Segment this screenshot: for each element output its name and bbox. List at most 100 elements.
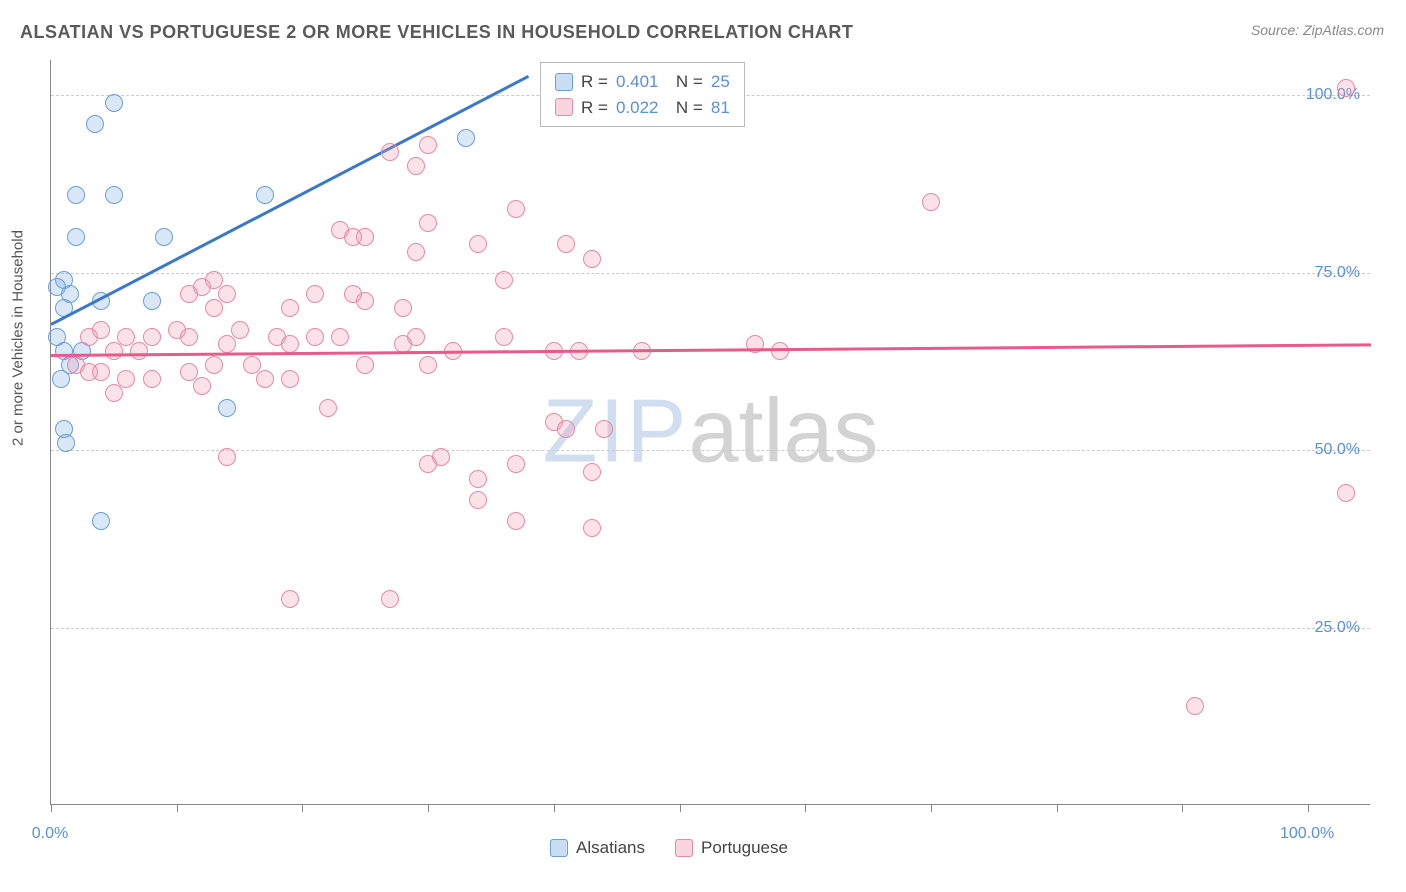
- scatter-point: [105, 384, 123, 402]
- scatter-point: [394, 299, 412, 317]
- scatter-point: [1337, 484, 1355, 502]
- scatter-point: [1337, 79, 1355, 97]
- scatter-point: [507, 455, 525, 473]
- x-tick: [554, 804, 555, 812]
- scatter-point: [281, 299, 299, 317]
- legend-swatch: [555, 98, 573, 116]
- legend-r-value: 0.401: [616, 69, 659, 95]
- scatter-point: [205, 356, 223, 374]
- gridline: [51, 273, 1370, 274]
- scatter-point: [306, 285, 324, 303]
- gridline: [51, 450, 1370, 451]
- legend-r-label: R =: [581, 69, 608, 95]
- scatter-point: [407, 243, 425, 261]
- scatter-point: [218, 399, 236, 417]
- scatter-point: [57, 434, 75, 452]
- scatter-point: [557, 420, 575, 438]
- scatter-point: [1186, 697, 1204, 715]
- plot-area: ZIPatlas 25.0%50.0%75.0%100.0%: [50, 60, 1370, 805]
- x-tick: [428, 804, 429, 812]
- scatter-point: [281, 590, 299, 608]
- scatter-point: [143, 328, 161, 346]
- y-tick-label: 75.0%: [1315, 264, 1360, 282]
- x-tick: [51, 804, 52, 812]
- bottom-legend-item: Alsatians: [550, 838, 645, 858]
- scatter-point: [457, 129, 475, 147]
- scatter-point: [155, 228, 173, 246]
- legend-r-label: R =: [581, 95, 608, 121]
- scatter-point: [92, 321, 110, 339]
- scatter-point: [407, 157, 425, 175]
- scatter-point: [507, 200, 525, 218]
- trendline: [51, 344, 1371, 357]
- scatter-point: [117, 370, 135, 388]
- gridline: [51, 628, 1370, 629]
- scatter-point: [356, 292, 374, 310]
- scatter-point: [331, 328, 349, 346]
- scatter-point: [92, 512, 110, 530]
- y-tick-label: 50.0%: [1315, 441, 1360, 459]
- scatter-point: [281, 335, 299, 353]
- scatter-point: [469, 491, 487, 509]
- scatter-point: [67, 186, 85, 204]
- series-name: Portuguese: [701, 838, 788, 858]
- scatter-point: [469, 235, 487, 253]
- legend-r-value: 0.022: [616, 95, 659, 121]
- watermark-atlas: atlas: [688, 382, 878, 482]
- scatter-point: [130, 342, 148, 360]
- legend-stat-row: R = 0.401 N = 25: [555, 69, 730, 95]
- legend-n-value: 81: [711, 95, 730, 121]
- scatter-point: [419, 214, 437, 232]
- scatter-point: [256, 186, 274, 204]
- x-tick: [805, 804, 806, 812]
- scatter-point: [356, 356, 374, 374]
- scatter-point: [507, 512, 525, 530]
- legend-stat-row: R = 0.022 N = 81: [555, 95, 730, 121]
- x-tick: [177, 804, 178, 812]
- scatter-point: [105, 342, 123, 360]
- scatter-point: [583, 463, 601, 481]
- legend-stats-box: R = 0.401 N = 25R = 0.022 N = 81: [540, 62, 745, 127]
- scatter-point: [419, 356, 437, 374]
- scatter-point: [52, 370, 70, 388]
- chart-title: ALSATIAN VS PORTUGUESE 2 OR MORE VEHICLE…: [20, 22, 853, 43]
- x-tick: [1182, 804, 1183, 812]
- legend-n-value: 25: [711, 69, 730, 95]
- legend-swatch: [675, 839, 693, 857]
- trendline: [50, 74, 529, 325]
- scatter-point: [381, 590, 399, 608]
- scatter-point: [143, 370, 161, 388]
- scatter-point: [92, 363, 110, 381]
- scatter-point: [319, 399, 337, 417]
- x-tick: [302, 804, 303, 812]
- scatter-point: [922, 193, 940, 211]
- bottom-legend: Alsatians Portuguese: [550, 838, 788, 858]
- legend-swatch: [550, 839, 568, 857]
- scatter-point: [143, 292, 161, 310]
- scatter-point: [495, 271, 513, 289]
- scatter-point: [180, 328, 198, 346]
- scatter-point: [306, 328, 324, 346]
- source-label: Source: ZipAtlas.com: [1251, 22, 1384, 38]
- scatter-point: [394, 335, 412, 353]
- scatter-point: [105, 186, 123, 204]
- x-tick: [1057, 804, 1058, 812]
- correlation-chart: ALSATIAN VS PORTUGUESE 2 OR MORE VEHICLE…: [0, 0, 1406, 892]
- series-name: Alsatians: [576, 838, 645, 858]
- scatter-point: [356, 228, 374, 246]
- y-axis-label: 2 or more Vehicles in Household: [10, 230, 27, 446]
- x-tick: [680, 804, 681, 812]
- x-tick-label: 100.0%: [1280, 825, 1334, 843]
- scatter-point: [381, 143, 399, 161]
- scatter-point: [469, 470, 487, 488]
- scatter-point: [218, 448, 236, 466]
- scatter-point: [419, 455, 437, 473]
- x-tick-label: 0.0%: [32, 825, 68, 843]
- x-tick: [931, 804, 932, 812]
- scatter-point: [231, 321, 249, 339]
- legend-n-label: N =: [666, 69, 702, 95]
- scatter-point: [67, 228, 85, 246]
- scatter-point: [218, 285, 236, 303]
- scatter-point: [419, 136, 437, 154]
- scatter-point: [595, 420, 613, 438]
